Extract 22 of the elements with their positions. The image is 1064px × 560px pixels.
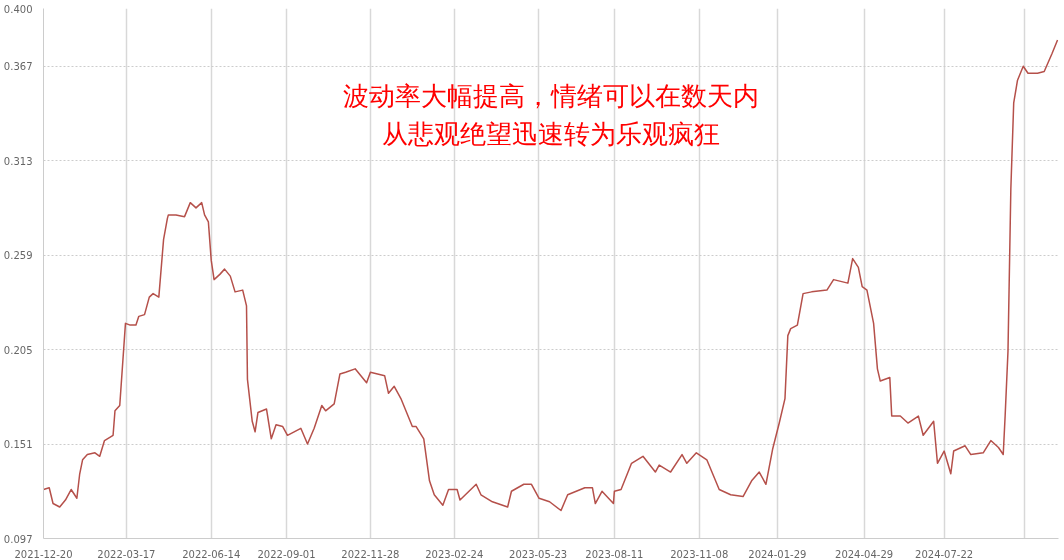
x-tick-label: 2023-08-11	[585, 548, 644, 560]
x-tick-label: 2022-11-28	[341, 548, 400, 560]
x-tick-label: 2024-01-29	[748, 548, 807, 560]
x-tick-label: 2024-04-29	[835, 548, 894, 560]
y-tick-label: 0.367	[3, 61, 33, 73]
y-tick-label: 0.097	[3, 533, 33, 545]
y-tick-label: 0.151	[3, 439, 33, 451]
x-tick-label: 2023-05-23	[509, 548, 568, 560]
x-tick-label: 2023-11-08	[670, 548, 729, 560]
y-tick-label: 0.313	[3, 155, 33, 167]
line-series	[43, 39, 1059, 512]
y-tick-label: 0.400	[3, 3, 33, 15]
annotation: 从悲观绝望迅速转为乐观疯狂	[382, 118, 720, 149]
x-tick-label: 2021-12-20	[14, 548, 73, 560]
x-tick-label: 2022-06-14	[182, 548, 241, 560]
x-tick-label: 2022-03-17	[97, 548, 156, 560]
annotation: 波动率大幅提高，情绪可以在数天内	[343, 80, 759, 111]
x-tick-label: 2022-09-01	[257, 548, 316, 560]
y-tick-label: 0.205	[3, 344, 33, 356]
x-tick-label: 2023-02-24	[425, 548, 484, 560]
y-tick-label: 0.259	[3, 250, 33, 262]
x-tick-label: 2024-07-22	[915, 548, 974, 560]
